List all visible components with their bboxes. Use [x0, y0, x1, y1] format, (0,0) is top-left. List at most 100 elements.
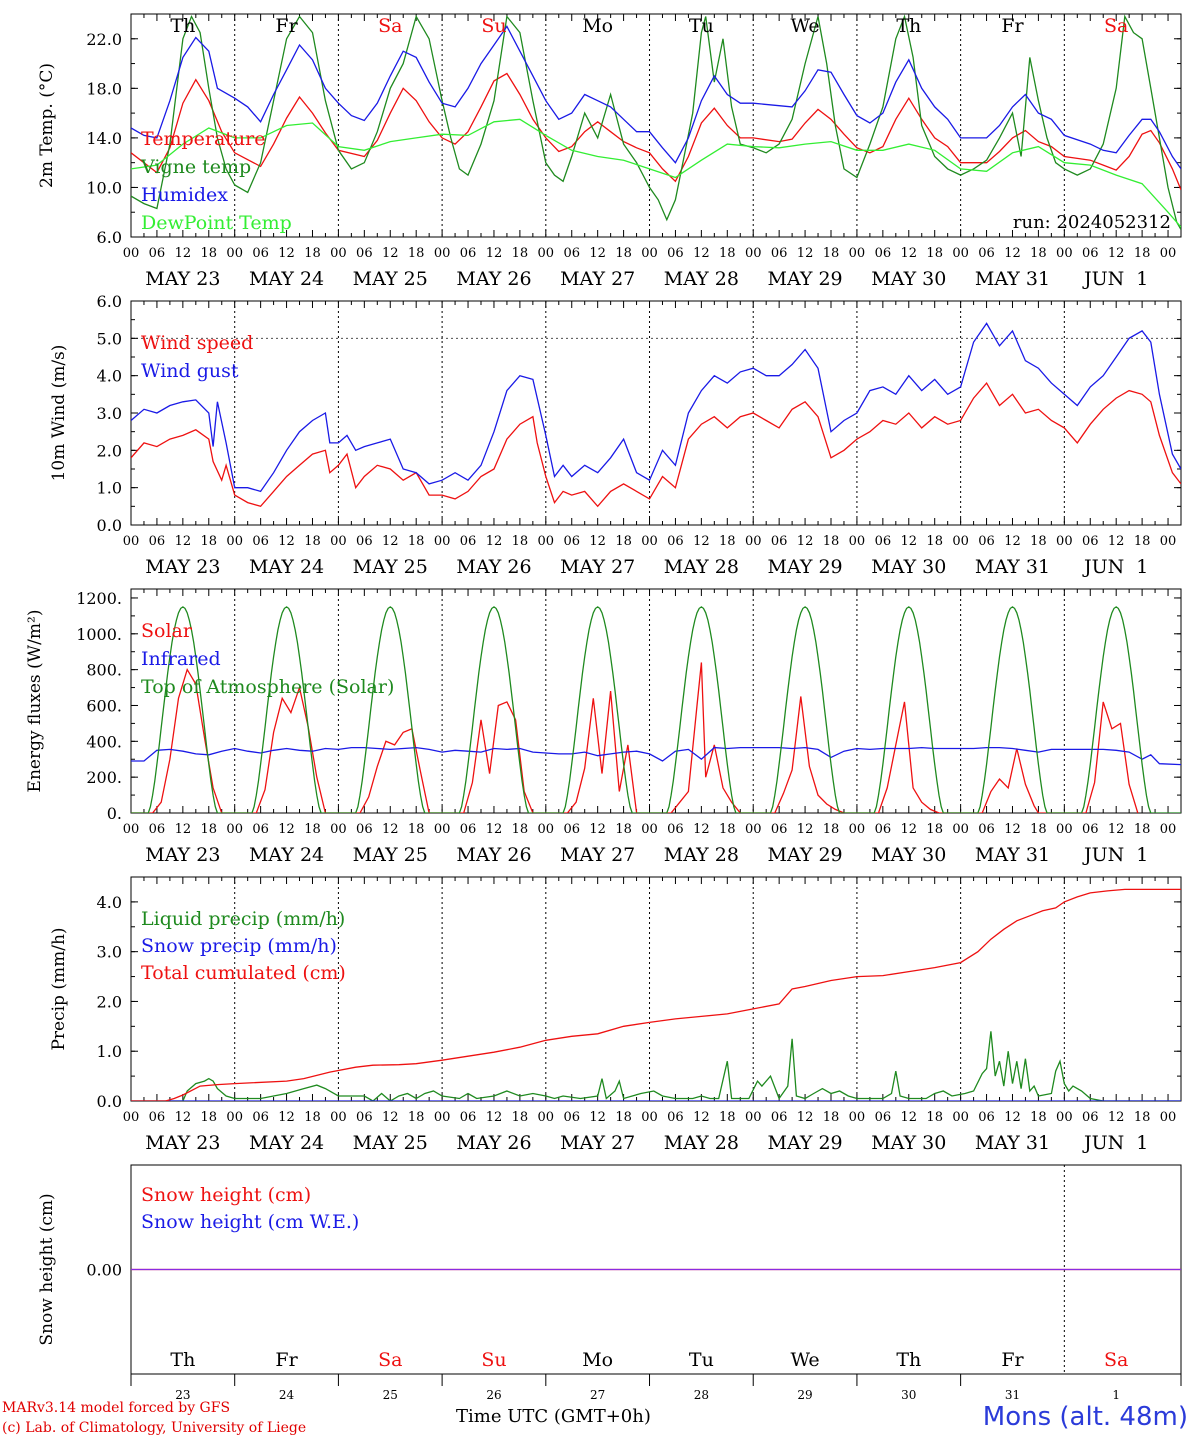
hour-tick-label: 12 [797, 1110, 814, 1125]
date-label: MAY 24 [249, 1132, 324, 1154]
hour-tick-label: 12 [382, 1110, 399, 1125]
hour-tick-label: 00 [1160, 534, 1177, 549]
series-line-humidex [131, 25, 1181, 170]
hour-tick-label: 12 [382, 246, 399, 261]
hour-tick-label: 06 [460, 246, 477, 261]
hour-tick-label: 00 [641, 822, 658, 837]
day-name-top: Mo [582, 15, 613, 37]
hour-tick-label: 06 [252, 534, 269, 549]
hour-tick-label: 12 [693, 1110, 710, 1125]
hour-tick-label: 12 [797, 822, 814, 837]
day-number: 29 [797, 1388, 812, 1402]
hour-tick-label: 06 [875, 534, 892, 549]
date-label: MAY 25 [353, 1132, 428, 1154]
hour-tick-label: 00 [849, 1110, 866, 1125]
hour-tick-label: 00 [538, 822, 555, 837]
hour-tick-label: 00 [123, 246, 140, 261]
date-label: MAY 30 [871, 268, 946, 290]
hour-tick-label: 06 [356, 822, 373, 837]
day-name-top: Th [896, 15, 921, 37]
day-number: 31 [1005, 1388, 1020, 1402]
hour-tick-label: 12 [278, 822, 295, 837]
legend-entry: Total cumulated (cm) [141, 962, 346, 984]
hour-tick-label: 06 [875, 1110, 892, 1125]
hour-tick-label: 18 [719, 822, 736, 837]
legend-entry: Infrared [141, 648, 221, 670]
hour-tick-label: 06 [1082, 246, 1099, 261]
day-number: 23 [175, 1388, 190, 1402]
hour-tick-label: 12 [382, 822, 399, 837]
legend-entry: Snow height (cm W.E.) [141, 1211, 359, 1233]
y-tick-label: 2.0 [97, 441, 122, 460]
hour-tick-label: 00 [330, 1110, 347, 1125]
series-line-top-of-atmosphere-solar- [131, 606, 1181, 813]
hour-tick-label: 18 [304, 246, 321, 261]
hour-tick-label: 18 [615, 246, 632, 261]
hour-tick-label: 00 [434, 1110, 451, 1125]
date-label: MAY 29 [767, 268, 842, 290]
hour-tick-label: 06 [771, 534, 788, 549]
hour-tick-label: 00 [434, 534, 451, 549]
hour-tick-label: 12 [1108, 246, 1125, 261]
hour-tick-label: 18 [304, 534, 321, 549]
hour-tick-label: 00 [745, 822, 762, 837]
day-number: 25 [383, 1388, 398, 1402]
series-line-wind-speed [131, 381, 1181, 508]
hour-tick-label: 00 [849, 534, 866, 549]
hour-tick-label: 00 [745, 1110, 762, 1125]
day-name-top: Su [481, 15, 506, 37]
y-axis-label: Snow height (cm) [37, 1193, 57, 1345]
hour-tick-label: 06 [978, 534, 995, 549]
hour-tick-label: 06 [875, 246, 892, 261]
date-label: MAY 26 [456, 1132, 531, 1154]
date-label: MAY 29 [767, 556, 842, 578]
hour-tick-label: 00 [952, 1110, 969, 1125]
date-label: MAY 25 [353, 268, 428, 290]
hour-tick-label: 12 [693, 534, 710, 549]
hour-tick-label: 00 [434, 822, 451, 837]
date-label: MAY 29 [767, 1132, 842, 1154]
day-name-bottom: Th [170, 1349, 195, 1371]
hour-tick-label: 06 [563, 1110, 580, 1125]
y-axis-label: 2m Temp. (°C) [37, 63, 57, 188]
series-line-liquid-precip-mm-h- [131, 1031, 1181, 1101]
hour-tick-label: 12 [175, 246, 192, 261]
hour-tick-label: 00 [1056, 246, 1073, 261]
hour-tick-label: 00 [538, 534, 555, 549]
hour-tick-label: 06 [563, 534, 580, 549]
hour-tick-label: 18 [926, 822, 943, 837]
y-axis-label: 10m Wind (m/s) [49, 345, 69, 482]
hour-tick-label: 12 [1004, 534, 1021, 549]
day-name-top: Th [170, 15, 195, 37]
hour-tick-label: 12 [486, 822, 503, 837]
hour-tick-label: 00 [330, 246, 347, 261]
hour-tick-label: 06 [149, 1110, 166, 1125]
hour-tick-label: 00 [1160, 822, 1177, 837]
hour-tick-label: 18 [1030, 246, 1047, 261]
hour-tick-label: 12 [486, 246, 503, 261]
hour-tick-label: 12 [797, 246, 814, 261]
hour-tick-label: 00 [123, 822, 140, 837]
date-label: JUN 1 [1082, 1132, 1148, 1154]
hour-tick-label: 18 [823, 534, 840, 549]
y-tick-label: 3.0 [97, 943, 122, 962]
hour-tick-label: 18 [201, 1110, 218, 1125]
date-label: MAY 23 [145, 1132, 220, 1154]
legend-entry: Snow height (cm) [141, 1184, 311, 1206]
x-axis-title: Time UTC (GMT+0h) [456, 1406, 651, 1427]
date-label: MAY 28 [664, 844, 739, 866]
hour-tick-label: 18 [823, 246, 840, 261]
hour-tick-label: 12 [1004, 246, 1021, 261]
y-tick-label: 1.0 [97, 479, 122, 498]
hour-tick-label: 06 [771, 822, 788, 837]
hour-tick-label: 18 [615, 1110, 632, 1125]
hour-tick-label: 06 [667, 534, 684, 549]
day-number: 28 [694, 1388, 709, 1402]
hour-tick-label: 00 [1056, 1110, 1073, 1125]
hour-tick-label: 06 [149, 822, 166, 837]
date-label: MAY 30 [871, 1132, 946, 1154]
series-line-dewpoint-temp [131, 118, 1181, 228]
hour-tick-label: 18 [1134, 822, 1151, 837]
y-tick-label: 4.0 [97, 367, 122, 386]
